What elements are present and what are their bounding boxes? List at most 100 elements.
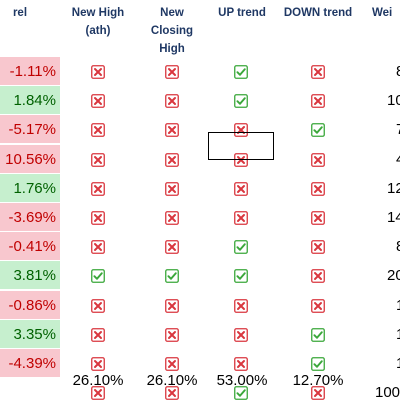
cross-icon[interactable] (311, 181, 325, 196)
cross-icon[interactable] (91, 298, 105, 313)
rel-value: 1.84% (13, 92, 56, 110)
header-weight-label: Wei (372, 7, 393, 19)
rel-cell[interactable]: 1.84% (0, 86, 60, 116)
rel-value: 1.76% (13, 179, 56, 197)
cross-icon[interactable] (91, 65, 105, 79)
header-weight[interactable]: Wei (372, 0, 400, 58)
weight-cell[interactable]: 4 (396, 145, 400, 174)
total-new-high: 26.10% (72, 372, 124, 389)
header-new-high[interactable]: New High (ath) (62, 0, 134, 58)
rel-value: -1.11% (9, 63, 56, 80)
header-rel[interactable]: rel (0, 0, 40, 58)
cross-icon[interactable] (165, 123, 179, 138)
check-icon[interactable] (165, 269, 179, 284)
header-new-closing-high[interactable]: New Closing High (136, 0, 208, 58)
rel-value: -0.86% (8, 296, 56, 314)
cross-icon[interactable] (165, 327, 179, 342)
total-up-trend: 53.00% (216, 372, 268, 389)
cross-icon[interactable] (311, 94, 325, 109)
check-icon[interactable] (311, 357, 325, 371)
rel-cell[interactable]: -4.39% (0, 349, 60, 378)
weight-cell[interactable]: 20 (387, 267, 400, 285)
check-icon[interactable] (234, 240, 248, 255)
cross-icon[interactable] (165, 386, 179, 401)
cross-icon[interactable] (311, 211, 325, 225)
cross-icon[interactable] (234, 357, 248, 371)
check-icon[interactable] (91, 269, 105, 284)
selected-cell[interactable] (208, 132, 274, 160)
cross-icon[interactable] (165, 211, 179, 225)
weight-cell[interactable]: 8 (396, 57, 400, 86)
total-down-trend: 12.70% (292, 372, 344, 389)
check-icon[interactable] (234, 386, 248, 401)
header-up-trend-label: UP trend (218, 7, 266, 19)
rel-value: 10.56% (5, 150, 56, 168)
check-icon[interactable] (234, 94, 248, 109)
cross-icon[interactable] (165, 152, 179, 167)
cross-icon[interactable] (91, 327, 105, 342)
cross-icon[interactable] (91, 181, 105, 196)
rel-value: -0.41% (8, 238, 56, 256)
cross-icon[interactable] (234, 211, 248, 225)
header-up-trend[interactable]: UP trend (210, 0, 274, 58)
weight-cell[interactable]: 8 (396, 232, 400, 261)
header-down-trend-label: DOWN trend (283, 7, 353, 19)
cross-icon[interactable] (311, 269, 325, 284)
rel-value: 3.81% (13, 267, 56, 285)
rel-cell[interactable]: -0.41% (0, 232, 60, 262)
header-closing-line1: New (160, 7, 184, 19)
rel-value: -3.69% (8, 209, 56, 226)
rel-cell[interactable]: -1.11% (0, 57, 60, 86)
weight-cell[interactable]: 10 (387, 92, 400, 110)
cross-icon[interactable] (234, 327, 248, 342)
cross-icon[interactable] (165, 94, 179, 109)
weight-cell[interactable]: 7 (396, 115, 400, 144)
weight-cell[interactable]: 1 (396, 291, 400, 320)
cross-icon[interactable] (311, 298, 325, 313)
cross-icon[interactable] (91, 240, 105, 255)
rel-cell[interactable]: 1.76% (0, 173, 60, 203)
rel-cell[interactable]: 10.56% (0, 144, 60, 174)
rel-value: -4.39% (8, 355, 56, 372)
header-rel-label: rel (12, 7, 28, 19)
cross-icon[interactable] (91, 386, 105, 401)
cross-icon[interactable] (91, 357, 105, 371)
header-down-trend[interactable]: DOWN trend (276, 0, 360, 58)
cross-icon[interactable] (165, 181, 179, 196)
header-closing-line3: High (159, 43, 185, 55)
weight-cell[interactable]: 1 (396, 320, 400, 349)
rel-cell[interactable]: 3.81% (0, 261, 60, 291)
check-icon[interactable] (234, 269, 248, 284)
cross-icon[interactable] (311, 152, 325, 167)
check-icon[interactable] (234, 65, 248, 79)
cross-icon[interactable] (91, 211, 105, 225)
rel-value: -5.17% (8, 121, 56, 139)
cross-icon[interactable] (165, 357, 179, 371)
cross-icon[interactable] (165, 240, 179, 255)
cross-icon[interactable] (311, 65, 325, 79)
cross-icon[interactable] (165, 298, 179, 313)
rel-cell[interactable]: -0.86% (0, 290, 60, 320)
rel-value: 3.35% (13, 325, 56, 343)
check-icon[interactable] (311, 327, 325, 342)
cross-icon[interactable] (91, 123, 105, 138)
header-new-high-line2: (ath) (85, 25, 111, 37)
cross-icon[interactable] (91, 94, 105, 109)
header-closing-line2: Closing (150, 25, 194, 37)
weight-cell[interactable]: 100 (375, 384, 400, 402)
cross-icon[interactable] (234, 298, 248, 313)
cross-icon[interactable] (165, 65, 179, 79)
cross-icon[interactable] (91, 152, 105, 167)
check-icon[interactable] (311, 123, 325, 138)
rel-cell[interactable]: 3.35% (0, 319, 60, 349)
header-new-high-line1: New High (71, 7, 125, 19)
weight-cell[interactable]: 1 (396, 349, 400, 378)
weight-cell[interactable]: 14 (387, 209, 400, 226)
rel-cell[interactable]: -3.69% (0, 203, 60, 232)
weight-cell[interactable]: 12 (387, 179, 400, 197)
rel-cell[interactable]: -5.17% (0, 115, 60, 145)
cross-icon[interactable] (311, 240, 325, 255)
cross-icon[interactable] (311, 386, 325, 401)
cross-icon[interactable] (234, 181, 248, 196)
